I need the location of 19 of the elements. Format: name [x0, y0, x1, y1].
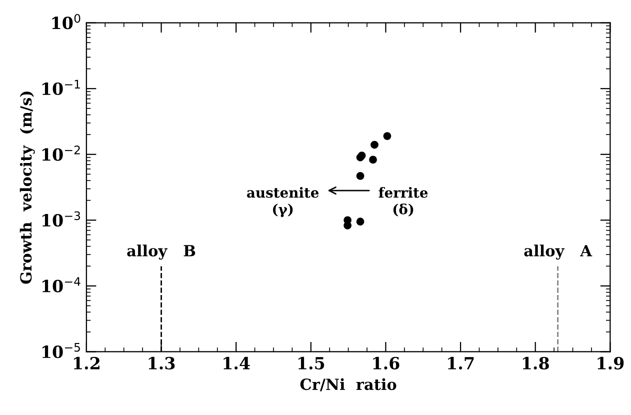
y-tick-label: 10$^{0}$ [52, 14, 80, 30]
x-tick-label: 1.7 [448, 356, 474, 370]
x-tick-label: 1.4 [224, 356, 250, 370]
x-tick-label: 1.3 [148, 356, 175, 370]
y-tick-label: 10$^{−1}$ [42, 80, 80, 96]
y-tick-label: 10$^{−4}$ [42, 277, 80, 292]
annotation: austenite (γ) [247, 187, 319, 218]
x-tick-label: 1.5 [298, 356, 324, 370]
y-tick-label: 10$^{−3}$ [42, 211, 80, 227]
y-axis-title: Growth velocity (m/s) [20, 92, 35, 284]
x-tick-label: 1.9 [598, 356, 624, 370]
x-tick-label: 1.8 [522, 356, 549, 370]
x-tick-label: 1.2 [74, 356, 100, 370]
x-axis-title: Cr/Ni ratio [300, 378, 396, 392]
ref-line-label: alloy B [127, 244, 196, 260]
x-tick-label: 1.6 [373, 356, 400, 370]
ref-line-label: alloy A [524, 244, 592, 260]
y-tick-label: 10$^{−2}$ [42, 146, 80, 161]
annotation: ferrite (δ) [378, 187, 428, 216]
